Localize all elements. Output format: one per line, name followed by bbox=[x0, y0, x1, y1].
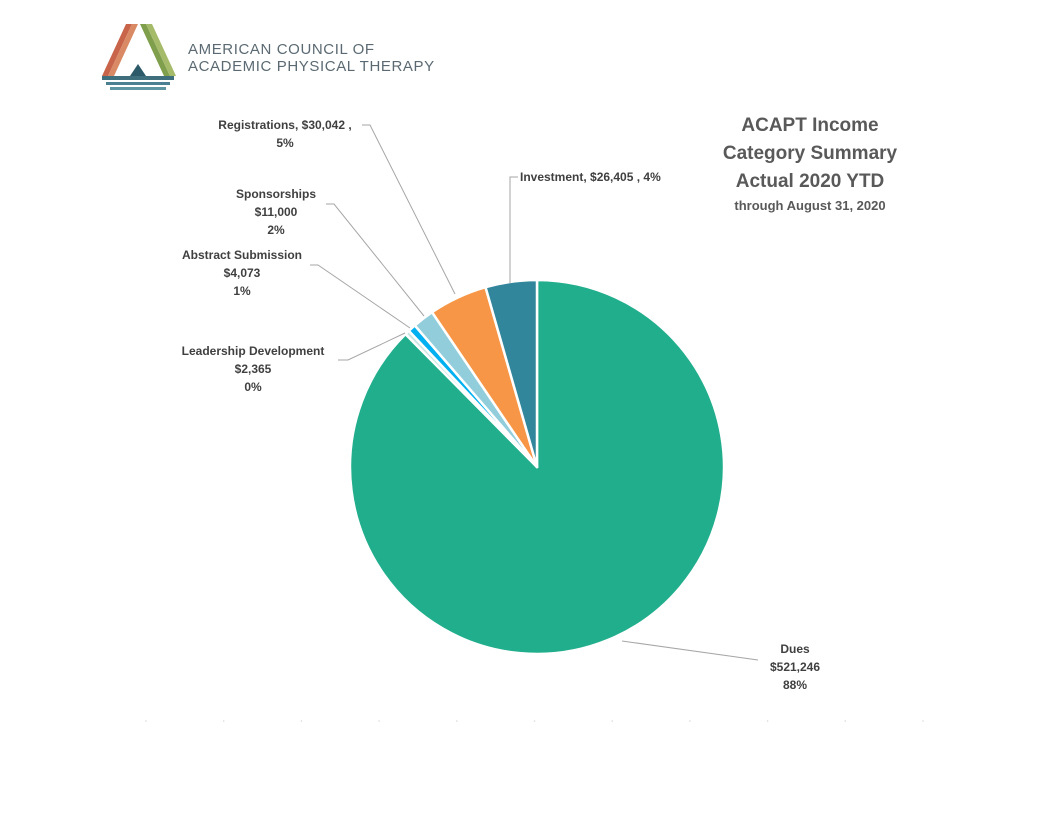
baseline-dot bbox=[145, 720, 147, 722]
label-abstract-percent: 1% bbox=[233, 284, 251, 298]
baseline-dot bbox=[222, 720, 225, 722]
pie-slice-investment bbox=[484, 278, 539, 469]
label-leadership: Leadership Development $2,365 0% bbox=[168, 342, 338, 396]
label-dues-percent: 88% bbox=[782, 678, 808, 692]
chart-title-block: ACAPT Income Category Summary Actual 202… bbox=[680, 112, 940, 216]
leader-line-investment bbox=[509, 176, 518, 283]
label-leadership-name: Leadership Development bbox=[181, 344, 325, 358]
label-registrations-percent: 5% bbox=[276, 136, 294, 150]
baseline-dot bbox=[378, 720, 380, 722]
label-dues-name: Dues bbox=[780, 642, 810, 656]
label-investment-text: Investment, $26,405 , 4% bbox=[520, 170, 661, 184]
label-abstract-name: Abstract Submission bbox=[181, 248, 303, 262]
label-sponsorships-name: Sponsorships bbox=[235, 187, 316, 201]
baseline-dot bbox=[300, 720, 303, 722]
acapt-logo: AMERICAN COUNCIL OF ACADEMIC PHYSICAL TH… bbox=[98, 20, 478, 94]
baseline-dot bbox=[456, 720, 458, 722]
label-leadership-value: $2,365 bbox=[234, 362, 272, 376]
label-registrations: Registrations, $30,042 , 5% bbox=[205, 116, 365, 152]
label-registrations-name: Registrations, $30,042 , bbox=[218, 118, 352, 132]
label-investment: Investment, $26,405 , 4% bbox=[520, 168, 661, 186]
label-dues-value: $521,246 bbox=[769, 660, 821, 674]
leader-line-dues bbox=[621, 640, 759, 661]
baseline-dot bbox=[766, 720, 769, 722]
label-sponsorships: Sponsorships $11,000 2% bbox=[226, 185, 326, 239]
label-abstract: Abstract Submission $4,073 1% bbox=[172, 246, 312, 300]
baseline-dot bbox=[844, 720, 847, 722]
label-sponsorships-percent: 2% bbox=[267, 223, 285, 237]
leader-line-registrations bbox=[362, 124, 456, 295]
baseline-dot bbox=[611, 720, 613, 722]
label-sponsorships-value: $11,000 bbox=[254, 205, 298, 219]
baseline-dot bbox=[922, 720, 924, 722]
label-abstract-value: $4,073 bbox=[223, 266, 261, 280]
chart-title: ACAPT Income bbox=[741, 115, 879, 136]
triangle-logo-icon bbox=[102, 24, 176, 90]
leader-line-sponsorships bbox=[326, 203, 425, 317]
logo-line-1: AMERICAN COUNCIL OF bbox=[188, 41, 375, 58]
label-leadership-percent: 0% bbox=[244, 380, 262, 394]
chart-subtitle: through August 31, 2020 bbox=[734, 198, 886, 213]
chart-title-line-3: Actual 2020 YTD bbox=[735, 171, 885, 192]
baseline-dot bbox=[689, 720, 691, 722]
label-dues: Dues $521,246 88% bbox=[735, 640, 855, 694]
logo-line-2: ACADEMIC PHYSICAL THERAPY bbox=[188, 58, 435, 75]
leader-line-abstract bbox=[310, 264, 411, 329]
chart-title-line-2: Category Summary bbox=[722, 143, 898, 164]
baseline-dot bbox=[533, 720, 536, 722]
leader-line-leadership bbox=[338, 332, 406, 361]
